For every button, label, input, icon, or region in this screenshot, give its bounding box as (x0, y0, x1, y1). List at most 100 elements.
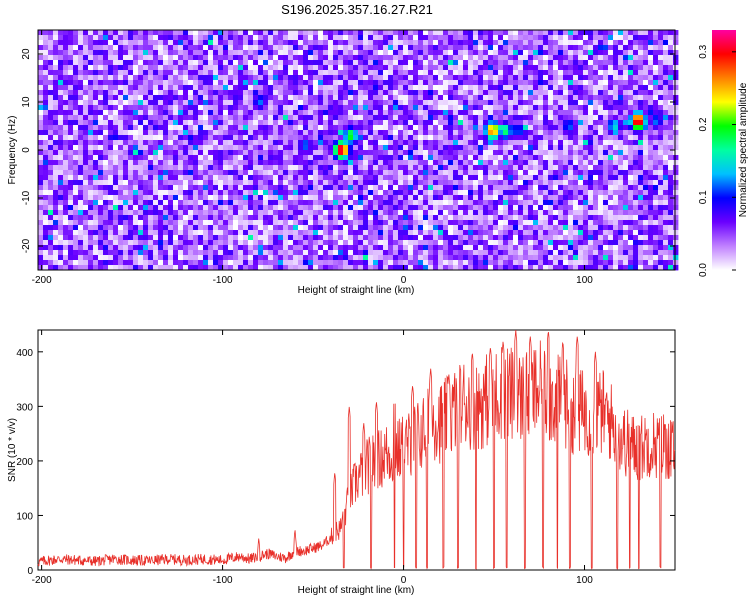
heatmap-cell (633, 220, 639, 226)
heatmap-cell (553, 120, 559, 126)
heatmap-cell (623, 110, 629, 116)
heatmap-cell (228, 180, 234, 186)
heatmap-cell (558, 80, 564, 86)
heatmap-cell (288, 220, 294, 226)
heatmap-cell (198, 55, 204, 61)
heatmap-cell (548, 195, 554, 201)
heatmap-cell (173, 145, 179, 151)
heatmap-cell (173, 185, 179, 191)
heatmap-cell (233, 40, 239, 46)
heatmap-cell (483, 210, 489, 216)
heatmap-cell (68, 50, 74, 56)
heatmap-cell (558, 145, 564, 151)
heatmap-cell (568, 30, 574, 36)
heatmap-cell (398, 150, 404, 156)
heatmap-cell (498, 95, 504, 101)
heatmap-cell (153, 105, 159, 111)
heatmap-cell (153, 170, 159, 176)
heatmap-cell (483, 65, 489, 71)
heatmap-cell (578, 115, 584, 121)
heatmap-cell (398, 145, 404, 151)
heatmap-cell (293, 35, 299, 41)
heatmap-cell (633, 115, 639, 121)
heatmap-cell (478, 110, 484, 116)
heatmap-cell (403, 65, 409, 71)
heatmap-cell (483, 145, 489, 151)
heatmap-cell (68, 120, 74, 126)
heatmap-cell (628, 185, 634, 191)
heatmap-cell (583, 140, 589, 146)
heatmap-cell (293, 185, 299, 191)
heatmap-cell (153, 75, 159, 81)
heatmap-cell (358, 80, 364, 86)
heatmap-cell (498, 75, 504, 81)
heatmap-cell (173, 220, 179, 226)
heatmap-cell (458, 110, 464, 116)
heatmap-cell (633, 210, 639, 216)
heatmap-cell (628, 115, 634, 121)
heatmap-cell (328, 130, 334, 136)
heatmap-cell (363, 85, 369, 91)
heatmap-cell (298, 35, 304, 41)
heatmap-cell (93, 90, 99, 96)
heatmap-cell (353, 140, 359, 146)
heatmap-cell (143, 130, 149, 136)
heatmap-cell (528, 145, 534, 151)
heatmap-cell (593, 215, 599, 221)
heatmap-cell (668, 180, 674, 186)
heatmap-cell (228, 60, 234, 66)
heatmap-cell (583, 90, 589, 96)
heatmap-cell (338, 170, 344, 176)
heatmap-cell (113, 145, 119, 151)
heatmap-cell (453, 80, 459, 86)
heatmap-cell (528, 60, 534, 66)
heatmap-cell (583, 30, 589, 36)
heatmap-cell (63, 110, 69, 116)
heatmap-cell (213, 30, 219, 36)
heatmap-cell (583, 55, 589, 61)
heatmap-cell (323, 130, 329, 136)
heatmap-cell (298, 150, 304, 156)
heatmap-cell (98, 50, 104, 56)
heatmap-cell (338, 30, 344, 36)
heatmap-cell (418, 100, 424, 106)
heatmap-cell (223, 195, 229, 201)
heatmap-cell (38, 45, 44, 51)
heatmap-cell (618, 210, 624, 216)
heatmap-cell (518, 195, 524, 201)
heatmap-cell (98, 125, 104, 131)
heatmap-cell (363, 80, 369, 86)
heatmap-cell (498, 70, 504, 76)
heatmap-cell (453, 100, 459, 106)
heatmap-cell (638, 155, 644, 161)
heatmap-cell (163, 90, 169, 96)
heatmap-cell (93, 165, 99, 171)
heatmap-cell (78, 90, 84, 96)
heatmap-cell (463, 45, 469, 51)
heatmap-cell (378, 215, 384, 221)
heatmap-cell (318, 55, 324, 61)
heatmap-cell (198, 50, 204, 56)
heatmap-cell (633, 180, 639, 186)
heatmap-cell (298, 80, 304, 86)
heatmap-cell (333, 50, 339, 56)
heatmap-cell (368, 100, 374, 106)
heatmap-cell (428, 80, 434, 86)
heatmap-cell (543, 145, 549, 151)
heatmap-cell (263, 70, 269, 76)
heatmap-cell (413, 135, 419, 141)
heatmap-cell (338, 85, 344, 91)
heatmap-cell (543, 55, 549, 61)
heatmap-cell (298, 90, 304, 96)
heatmap-cell (523, 50, 529, 56)
heatmap-cell (578, 70, 584, 76)
heatmap-cell (663, 55, 669, 61)
heatmap-cell (363, 75, 369, 81)
heatmap-cell (323, 155, 329, 161)
heatmap-cell (283, 75, 289, 81)
heatmap-cell (658, 155, 664, 161)
heatmap-cell (233, 100, 239, 106)
heatmap-cell (663, 195, 669, 201)
heatmap-cell (668, 30, 674, 36)
heatmap-cell (393, 90, 399, 96)
